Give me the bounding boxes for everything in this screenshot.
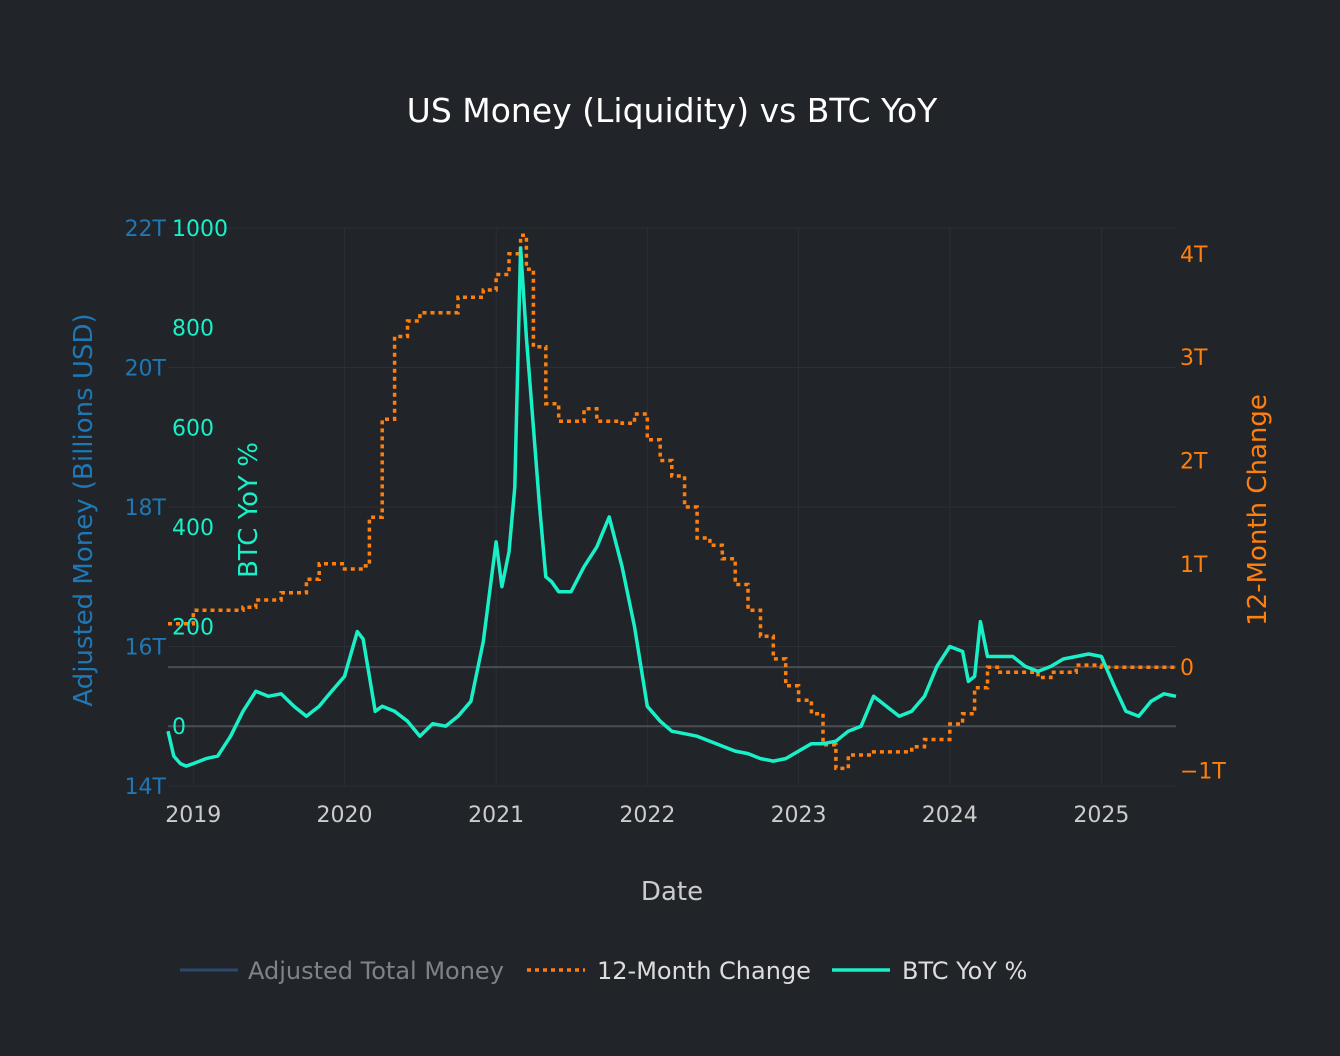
x-tick-2024: 2024 [922, 803, 978, 828]
btc-tick-600: 600 [172, 416, 214, 441]
zero-lines [168, 666, 1176, 728]
chart-title: US Money (Liquidity) vs BTC YoY [407, 91, 938, 130]
series-layer [166, 233, 1177, 771]
btc-tick-800: 800 [172, 317, 214, 342]
legend-item-adjusted-total-money[interactable]: Adjusted Total Money [180, 957, 504, 985]
change-tick-2: 2T [1180, 450, 1208, 475]
change-tick-1: 1T [1180, 553, 1208, 578]
change-axis-label: 12-Month Change [1243, 394, 1273, 626]
x-tick-2019: 2019 [165, 803, 221, 828]
legend-label-btc-yoy: BTC YoY % [902, 957, 1027, 985]
money-tick-20: 20T [125, 357, 167, 382]
change-tick--1: −1T [1180, 760, 1226, 785]
btc-tick-0: 0 [172, 715, 186, 740]
change-tick-4: 4T [1180, 243, 1208, 268]
grid [168, 227, 1176, 787]
legend-label-adjusted-total-money: Adjusted Total Money [248, 957, 504, 985]
legend-item-btc-yoy[interactable]: BTC YoY % [832, 957, 1027, 985]
x-tick-2025: 2025 [1073, 803, 1129, 828]
money-tick-22: 22T [125, 217, 167, 242]
btc-tick-400: 400 [172, 516, 214, 541]
x-tick-2020: 2020 [316, 803, 372, 828]
tick-labels: 2019 2020 2021 2022 2023 2024 2025 14T 16T 18T 20T… [125, 217, 1227, 828]
money-tick-18: 18T [125, 496, 167, 521]
btc-tick-200: 200 [172, 616, 214, 641]
x-tick-2023: 2023 [771, 803, 827, 828]
legend-item-12-month-change[interactable]: 12-Month Change [527, 957, 811, 985]
change-tick-0: 0 [1180, 656, 1194, 681]
x-tick-2022: 2022 [619, 803, 675, 828]
change-tick-3: 3T [1180, 346, 1208, 371]
btc-axis-label: BTC YoY % [234, 442, 264, 578]
legend-label-12-month-change: 12-Month Change [597, 957, 811, 985]
legend: Adjusted Total Money 12-Month Change BTC… [180, 957, 1027, 985]
series-line-2 [166, 246, 1177, 768]
money-tick-14: 14T [125, 775, 167, 800]
x-tick-2021: 2021 [468, 803, 524, 828]
btc-tick-1000: 1000 [172, 217, 228, 242]
money-tick-16: 16T [125, 636, 167, 661]
money-axis-label: Adjusted Money (Billions USD) [69, 313, 99, 706]
x-axis-label: Date [641, 877, 703, 907]
